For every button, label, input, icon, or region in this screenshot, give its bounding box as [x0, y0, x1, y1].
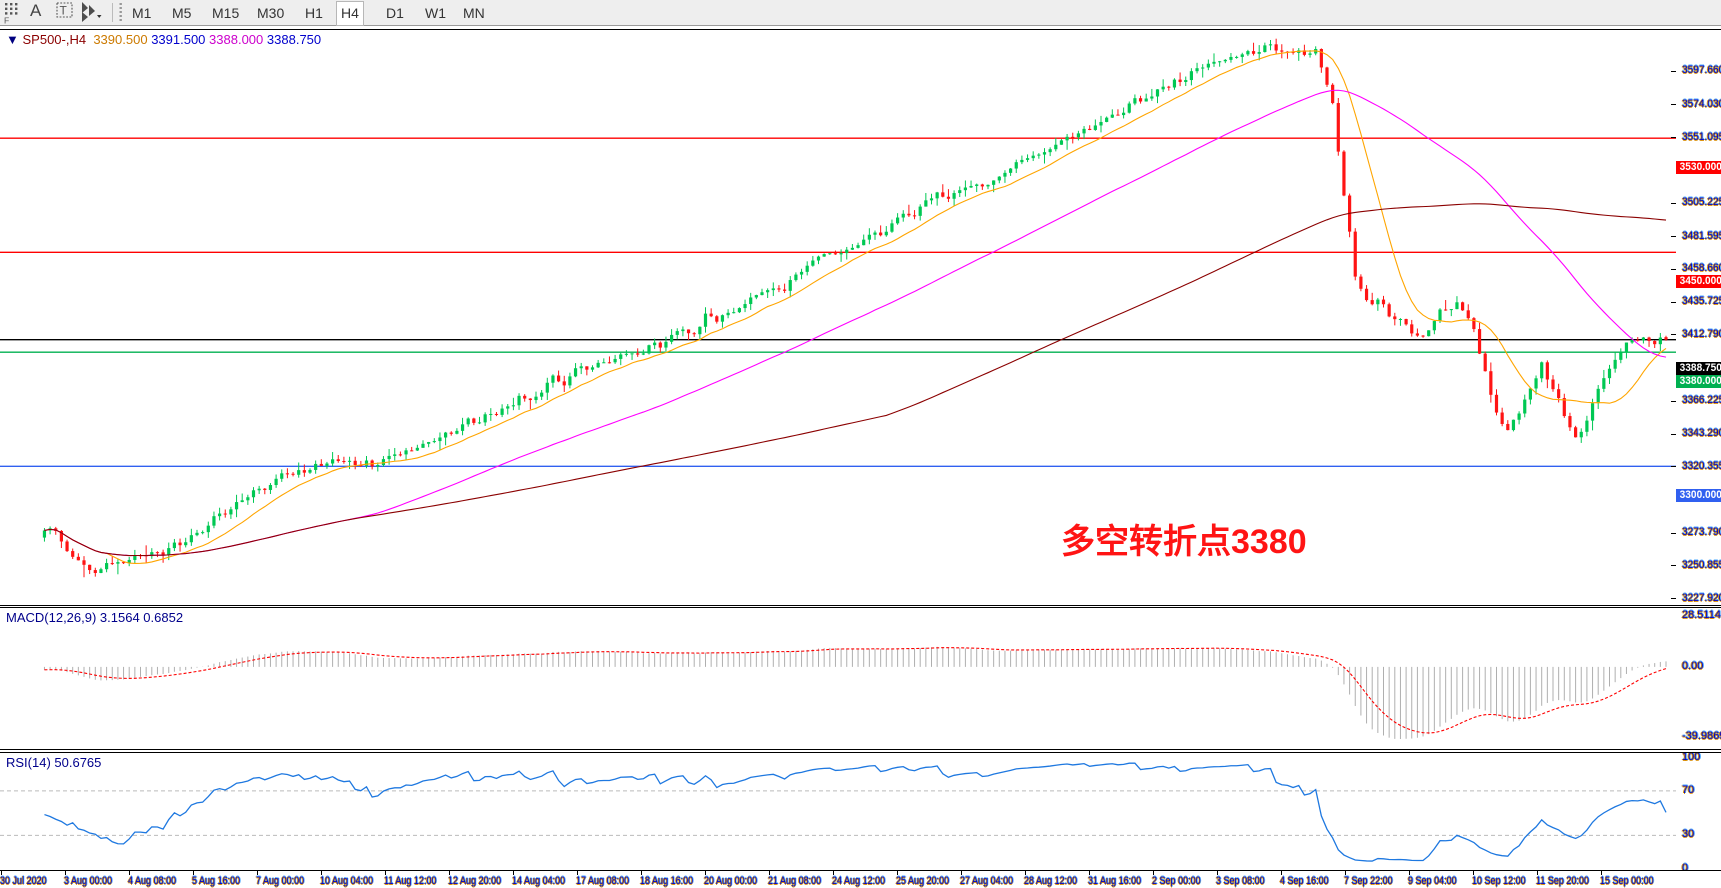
- svg-text:T: T: [60, 4, 68, 18]
- svg-text:F: F: [4, 16, 9, 25]
